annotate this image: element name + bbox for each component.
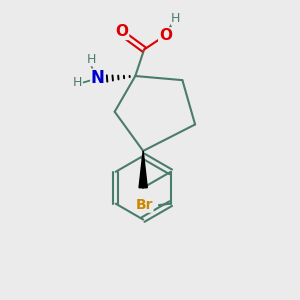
Text: H: H	[171, 12, 181, 26]
Polygon shape	[139, 151, 147, 188]
Text: O: O	[159, 28, 172, 43]
Text: H: H	[73, 76, 83, 89]
Text: O: O	[116, 24, 128, 39]
Text: H: H	[86, 53, 96, 66]
Text: N: N	[91, 69, 105, 87]
Text: Br: Br	[135, 198, 153, 212]
